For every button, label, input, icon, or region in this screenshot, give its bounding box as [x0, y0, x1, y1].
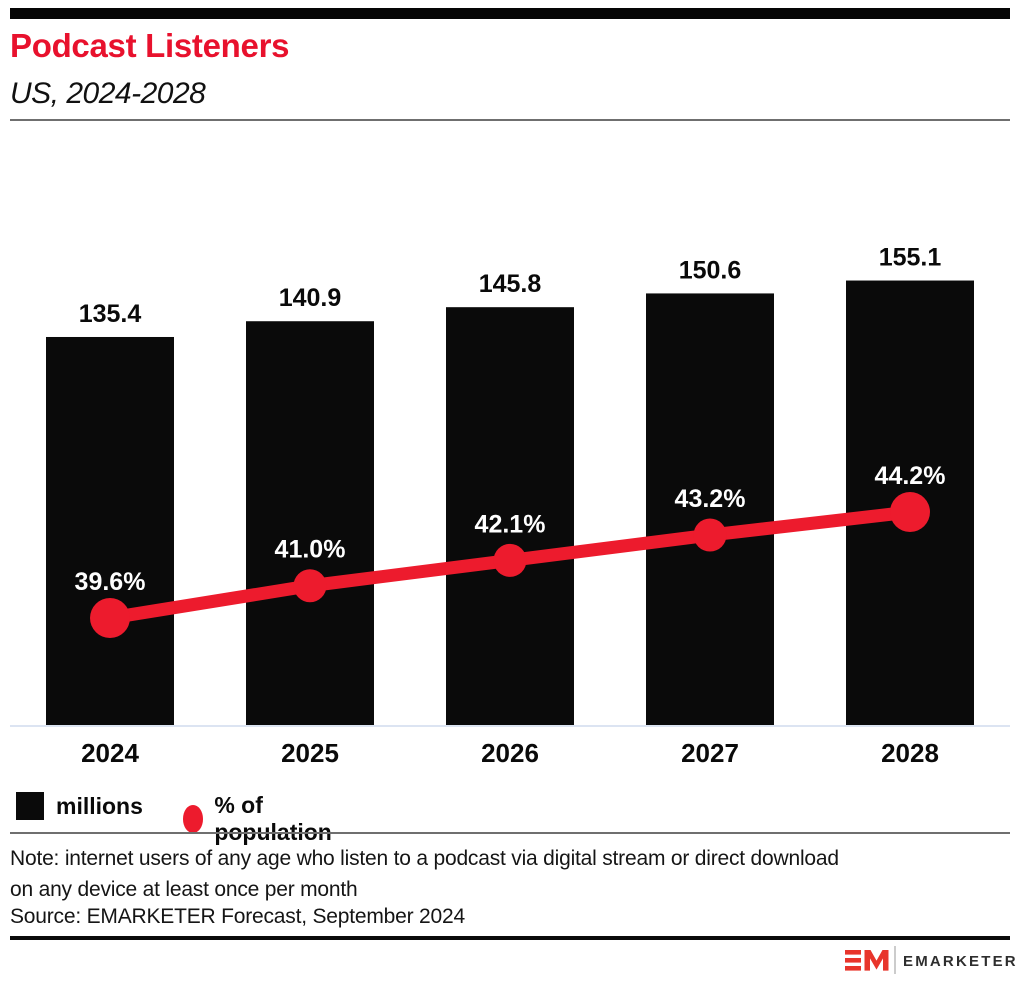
pct-value-label-2027: 43.2% [675, 485, 746, 513]
pct-marker-2025 [293, 569, 327, 603]
x-axis-label-2027: 2027 [681, 738, 739, 768]
legend-item-pct-of-population: % of population [183, 792, 340, 846]
pct-value-label-2028: 44.2% [875, 462, 946, 490]
bar-2027 [646, 293, 774, 725]
bar-value-label-2028: 155.1 [879, 244, 942, 272]
x-axis-label-2026: 2026 [481, 738, 539, 768]
note-text: Note: internet users of any age who list… [10, 847, 839, 901]
top-accent-bar [10, 8, 1010, 19]
source-text: Source: EMARKETER Forecast, September 20… [10, 905, 465, 928]
x-axis-label-2028: 2028 [881, 738, 939, 768]
bar-2025 [246, 321, 374, 725]
emarketer-logo-icon [845, 950, 889, 971]
legend-item-millions: millions [16, 792, 143, 820]
pct-value-label-2024: 39.6% [75, 568, 146, 596]
chart: 135.4 140.9 145.8 150.6 155.1 39.6% 41.0% 42.1%… [10, 244, 1010, 768]
footer-logo-divider [894, 946, 896, 974]
header-divider [10, 119, 1010, 121]
bar-value-label-2024: 135.4 [79, 300, 142, 328]
pct-marker-2026 [493, 543, 527, 577]
x-axis-label-2025: 2025 [281, 738, 339, 768]
pct-value-label-2025: 41.0% [275, 536, 346, 564]
bar-2026 [446, 307, 574, 725]
pct-marker-2027 [693, 518, 727, 552]
bar-2024 [46, 336, 174, 725]
pct-marker-2024 [90, 598, 130, 638]
legend-divider [10, 832, 1010, 834]
bar-value-label-2025: 140.9 [279, 284, 342, 312]
footer-divider [10, 936, 1010, 940]
x-axis-label-2024: 2024 [81, 738, 139, 768]
pct-of-population-swatch-icon [183, 805, 204, 833]
millions-swatch-icon [16, 792, 44, 820]
pct-marker-2028 [890, 492, 930, 533]
pct-value-label-2026: 42.1% [475, 510, 546, 538]
chart-subtitle: US, 2024-2028 [10, 77, 206, 110]
legend-label: % of population [214, 792, 332, 845]
chart-title: Podcast Listeners [10, 27, 290, 64]
footer-brand-text: EMARKETER [903, 953, 1018, 970]
legend-label: millions [56, 792, 143, 819]
bar-value-label-2027: 150.6 [679, 256, 742, 284]
bar-value-label-2026: 145.8 [479, 270, 542, 298]
